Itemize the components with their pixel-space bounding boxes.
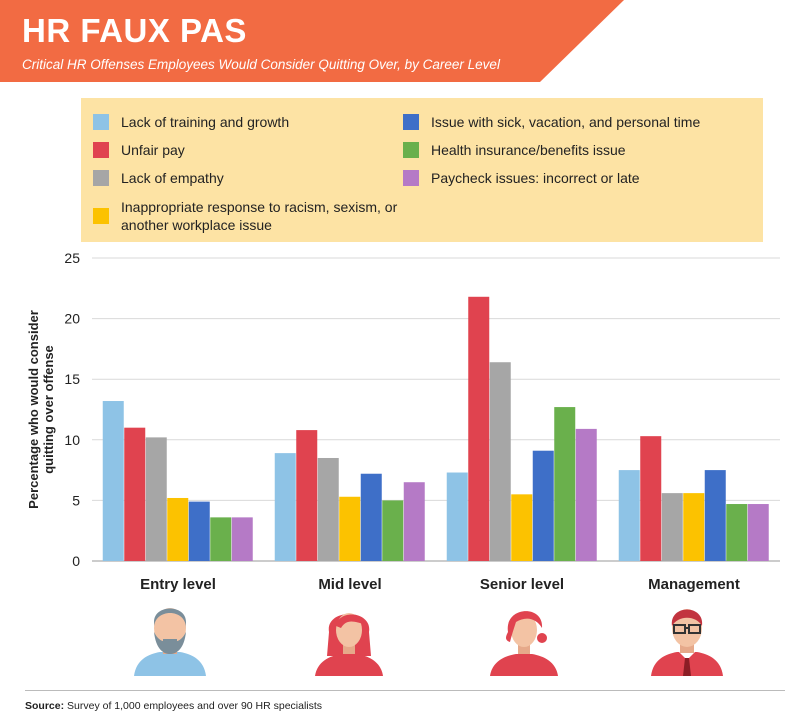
bar	[382, 500, 404, 561]
y-tick-label: 25	[64, 250, 80, 266]
footer-divider	[25, 690, 785, 691]
bar	[640, 436, 662, 561]
legend-swatch	[403, 142, 419, 158]
legend-swatch	[93, 114, 109, 130]
bar	[489, 362, 511, 561]
legend-label: Unfair pay	[121, 142, 185, 158]
bar	[403, 482, 425, 561]
bar	[575, 428, 597, 561]
bar	[167, 497, 189, 561]
x-category-label: Senior level	[480, 576, 564, 593]
bar	[360, 473, 382, 561]
x-category-label: Management	[648, 576, 740, 593]
legend-label: Health insurance/benefits issue	[431, 142, 626, 158]
bar	[726, 504, 748, 561]
x-category-label: Entry level	[140, 576, 216, 593]
bar	[532, 450, 554, 561]
page-title: HR FAUX PAS	[22, 12, 247, 49]
legend-item-empathy: Lack of empathy	[93, 169, 411, 187]
woman-long-hair-icon	[315, 613, 383, 676]
legend-swatch	[403, 114, 419, 130]
y-tick-label: 5	[72, 492, 80, 508]
source-note: Source: Survey of 1,000 employees and ov…	[25, 700, 322, 712]
legend-label: Inappropriate response to racism, sexism…	[121, 199, 398, 233]
bar	[468, 296, 490, 561]
bar	[683, 493, 705, 561]
bar	[704, 470, 726, 561]
legend-item-unfair-pay: Unfair pay	[93, 141, 411, 159]
bar	[210, 517, 232, 561]
bar	[296, 430, 318, 561]
header-banner	[0, 0, 624, 82]
legend-swatch	[93, 208, 109, 224]
bar	[102, 401, 124, 561]
bar	[124, 427, 146, 561]
bar-chart: 0 5 10 15 20 25 Percentage who would considerq…	[26, 250, 780, 593]
legend-label: Lack of empathy	[121, 170, 224, 186]
legend-swatch	[93, 142, 109, 158]
legend-item-health-insurance: Health insurance/benefits issue	[403, 141, 761, 159]
legend-label: Issue with sick, vacation, and personal …	[431, 114, 701, 130]
bar	[188, 501, 210, 561]
legend-item-sick-time: Issue with sick, vacation, and personal …	[403, 113, 761, 131]
bar	[446, 472, 468, 561]
bar	[747, 504, 769, 561]
woman-short-hair-icon	[490, 611, 558, 676]
bearded-man-icon	[134, 608, 206, 676]
legend-item-training: Lack of training and growth	[93, 113, 411, 131]
y-tick-label: 10	[64, 432, 80, 448]
y-tick-label: 0	[72, 553, 80, 569]
legend-swatch	[93, 170, 109, 186]
legend-item-inappropriate-response: Inappropriate response to racism, sexism…	[93, 198, 411, 234]
bar	[554, 407, 576, 561]
man-glasses-tie-icon	[651, 609, 723, 676]
legend: Lack of training and growth Unfair pay L…	[81, 98, 763, 242]
bar	[339, 496, 361, 561]
y-axis-label: Percentage who would considerquitting ov…	[26, 310, 56, 509]
source-label: Source:	[25, 700, 65, 712]
bar	[274, 453, 296, 561]
y-tick-label: 20	[64, 311, 80, 327]
source-text: Survey of 1,000 employees and over 90 HR…	[64, 700, 323, 712]
x-category-label: Mid level	[318, 576, 381, 593]
bar	[661, 493, 683, 561]
legend-label: Lack of training and growth	[121, 114, 290, 130]
bar	[145, 437, 167, 561]
bar	[511, 494, 533, 561]
bar	[317, 457, 339, 561]
page-subtitle: Critical HR Offenses Employees Would Con…	[22, 57, 500, 72]
legend-swatch	[403, 170, 419, 186]
bar	[231, 517, 253, 561]
bar	[618, 470, 640, 561]
legend-item-paycheck: Paycheck issues: incorrect or late	[403, 169, 761, 187]
y-tick-label: 15	[64, 371, 80, 387]
legend-label: Paycheck issues: incorrect or late	[431, 170, 640, 186]
